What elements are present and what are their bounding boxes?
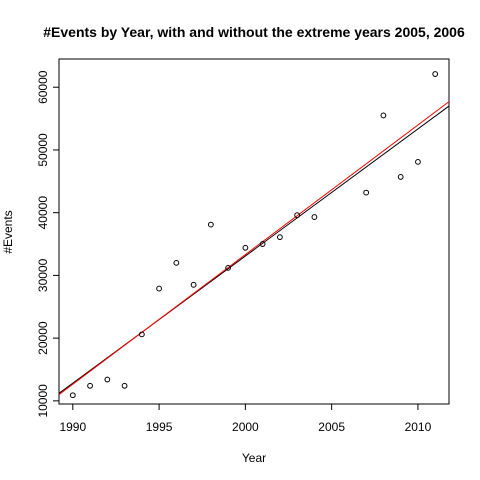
data-point xyxy=(363,189,370,196)
data-point xyxy=(276,234,283,241)
x-tick-label: 1995 xyxy=(146,420,173,434)
data-point xyxy=(121,382,128,389)
y-tick-label: 10000 xyxy=(36,384,50,418)
y-tick-label: 30000 xyxy=(36,258,50,292)
chart-title: #Events by Year, with and without the ex… xyxy=(43,24,465,40)
plot-frame xyxy=(58,58,450,405)
fit-lines xyxy=(58,101,450,395)
data-point xyxy=(156,285,162,292)
data-point xyxy=(104,376,111,383)
data-points xyxy=(69,71,439,399)
data-point xyxy=(259,241,266,247)
data-point xyxy=(311,214,318,220)
data-point xyxy=(415,158,421,165)
x-tick-label: 1990 xyxy=(59,420,86,434)
y-tick-label: 50000 xyxy=(36,133,50,167)
x-tick-label: 2010 xyxy=(405,420,432,434)
x-axis-label: Year xyxy=(242,451,266,465)
x-axis: 1990 1995 2000 2005 2010 xyxy=(59,404,432,434)
data-point xyxy=(207,221,214,228)
data-point xyxy=(225,264,232,271)
data-point xyxy=(138,331,145,338)
y-tick-label: 20000 xyxy=(36,321,50,355)
data-point xyxy=(173,259,180,266)
data-point xyxy=(294,212,301,219)
data-point xyxy=(432,71,439,77)
y-axis: 10000 20000 30000 40000 50000 60000 xyxy=(36,70,59,418)
data-point xyxy=(69,392,76,399)
data-point xyxy=(242,244,249,251)
data-point xyxy=(190,281,197,288)
data-point xyxy=(397,174,404,180)
data-point xyxy=(87,382,93,389)
y-tick-label: 40000 xyxy=(36,196,50,230)
x-tick-label: 2000 xyxy=(232,420,259,434)
x-tick-label: 2005 xyxy=(318,420,345,434)
data-point xyxy=(380,112,387,119)
y-tick-label: 60000 xyxy=(36,70,50,104)
y-axis-label: #Events xyxy=(1,210,15,253)
fit-line-2 xyxy=(58,101,450,395)
